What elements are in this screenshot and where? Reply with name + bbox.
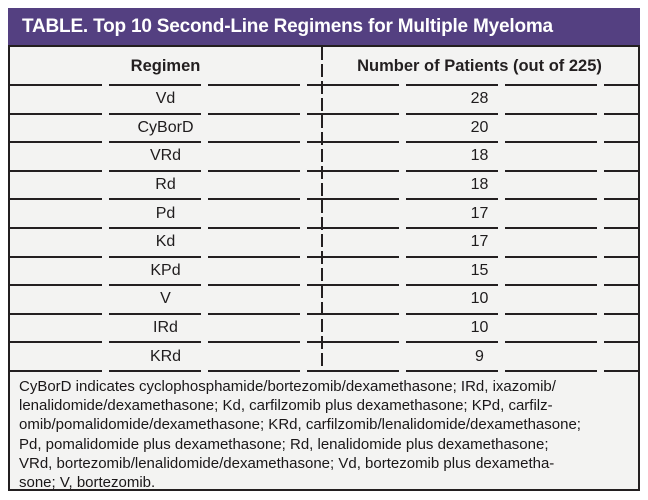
table-header-row: Regimen Number of Patients (out of 225) xyxy=(10,47,638,85)
footnote-line: VRd, bortezomib/lenalidomide/dexamethaso… xyxy=(19,454,555,472)
regimen-cell: KRd xyxy=(149,347,182,365)
regimen-cell: Vd xyxy=(155,90,176,108)
patients-cell: 20 xyxy=(470,118,489,136)
footnote-line: CyBorD indicates cyclophosphamide/bortez… xyxy=(19,377,556,395)
table-figure: TABLE. Top 10 Second-Line Regimens for M… xyxy=(8,8,640,491)
table-row: Rd 18 xyxy=(10,169,638,200)
table-row: CyBorD 20 xyxy=(10,112,638,143)
regimen-cell: Pd xyxy=(155,204,176,222)
table-row: KRd 9 xyxy=(10,341,638,371)
column-header-patients: Number of Patients (out of 225) xyxy=(357,56,602,75)
patients-cell: 17 xyxy=(470,204,489,222)
table-footnote: CyBorD indicates cyclophosphamide/bortez… xyxy=(10,369,638,491)
table-row: Pd 17 xyxy=(10,198,638,228)
patients-cell: 18 xyxy=(470,176,489,194)
footnote-line: omib/pomalidomide/dexamethasone; KRd, ca… xyxy=(19,416,581,434)
table-body: Regimen Number of Patients (out of 225) … xyxy=(8,45,640,491)
footnote-line: sone; V, bortezomib. xyxy=(19,473,156,491)
patients-cell: 17 xyxy=(470,233,489,251)
footnote-line: lenalidomide/dexamethasone; Kd, carfilzo… xyxy=(19,397,553,415)
footnote-line: Pd, pomalidomide plus dexamethasone; Rd,… xyxy=(19,435,549,453)
table-title: TABLE. Top 10 Second-Line Regimens for M… xyxy=(22,15,553,37)
table-title-bar: TABLE. Top 10 Second-Line Regimens for M… xyxy=(8,8,640,45)
table-row: Vd 28 xyxy=(10,84,638,114)
regimen-cell: Kd xyxy=(155,233,176,251)
regimen-cell: KPd xyxy=(150,261,181,279)
table-row: V 10 xyxy=(10,284,638,314)
regimen-cell: VRd xyxy=(149,147,182,165)
regimen-cell: CyBorD xyxy=(137,118,194,136)
patients-cell: 28 xyxy=(470,90,489,108)
patients-cell: 15 xyxy=(470,261,489,279)
patients-cell: 10 xyxy=(470,290,489,308)
column-divider-rule xyxy=(321,47,323,371)
table-row: IRd 10 xyxy=(10,312,638,343)
patients-cell: 10 xyxy=(470,319,489,337)
table-row: Kd 17 xyxy=(10,226,638,257)
patients-cell: 9 xyxy=(475,347,484,365)
regimen-cell: IRd xyxy=(153,319,178,337)
table-row: KPd 15 xyxy=(10,255,638,286)
patients-cell: 18 xyxy=(470,147,489,165)
regimen-cell: Rd xyxy=(155,176,176,194)
column-header-regimen: Regimen xyxy=(130,56,201,75)
regimen-cell: V xyxy=(160,290,171,308)
table-row: VRd 18 xyxy=(10,141,638,171)
